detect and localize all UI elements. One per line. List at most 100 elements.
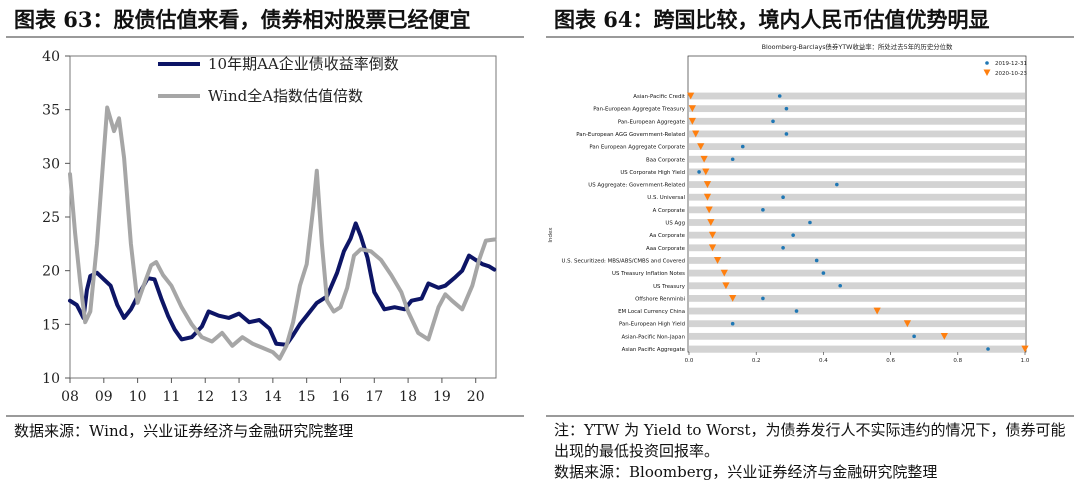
point-2020-10-23: [729, 295, 737, 302]
legend-marker-2019: [985, 61, 989, 65]
legend-marker-2020: [983, 69, 991, 76]
y-tick-label: 40: [42, 49, 60, 65]
row-band: [689, 155, 1025, 163]
point-2019-12-31: [784, 106, 789, 111]
legend-label: Wind全A指数估值倍数: [208, 87, 363, 105]
x-tick-label: 13: [230, 389, 248, 405]
category-label: A Corporate: [653, 208, 686, 214]
figure-64-top-rule: [546, 36, 1074, 38]
point-2020-10-23: [720, 269, 728, 277]
point-2020-10-23: [692, 130, 700, 138]
row-band: [689, 105, 1025, 113]
legend-label: 2019-12-31: [995, 61, 1027, 67]
point-2019-12-31: [781, 246, 785, 250]
row-band: [689, 269, 1025, 277]
x-tick-label: 0.2: [752, 358, 761, 364]
figure-64-chart: Bloomberg-Barclays债券YTW收益率：所处过去5年的历史分位数 I…: [548, 42, 1030, 364]
point-2020-10-23: [703, 181, 712, 188]
row-band: [689, 320, 1025, 328]
point-2020-10-23: [703, 193, 712, 201]
row-band: [689, 143, 1025, 150]
row-band: [689, 130, 1025, 138]
x-tick-label: 14: [264, 389, 282, 405]
point-2020-10-23: [1021, 345, 1029, 353]
point-2019-12-31: [835, 182, 839, 187]
x-tick-label: 19: [433, 389, 451, 405]
row-band: [689, 244, 1025, 252]
x-tick-label: 17: [365, 389, 383, 405]
y-tick-label: 10: [42, 371, 60, 387]
point-2019-12-31: [784, 132, 789, 136]
category-label: Pan European Aggregate Corporate: [589, 145, 685, 151]
category-label: EM Local Currency China: [618, 309, 685, 315]
y-axis-label: Index: [548, 227, 554, 243]
category-label: US Treasury: [653, 284, 686, 290]
point-2020-10-23: [708, 231, 717, 239]
point-2020-10-23: [700, 155, 708, 163]
figure-63-bottom-rule: [6, 415, 524, 417]
row-band: [689, 92, 1025, 100]
x-tick-label: 15: [298, 389, 316, 405]
point-2019-12-31: [791, 233, 795, 237]
point-2019-12-31: [771, 119, 775, 124]
figure-64-bottom-rule: [546, 415, 1074, 417]
figure-64-title: 图表 64：跨国比较，境内人民币估值优势明显: [554, 7, 990, 32]
x-tick-label: 08: [61, 389, 79, 405]
row-band: [689, 282, 1025, 290]
point-2020-10-23: [722, 282, 730, 290]
point-2020-10-23: [713, 257, 722, 264]
category-label: Aaa Corporate: [646, 246, 686, 252]
point-2020-10-23: [697, 143, 705, 150]
category-label: Asian Pacific Aggregate: [622, 347, 686, 353]
figure-64-panel: 图表 64：跨国比较，境内人民币估值优势明显 Bloomberg-Barclay…: [540, 0, 1080, 491]
figure-63-top-rule: [6, 36, 524, 38]
point-2020-10-23: [940, 332, 948, 340]
figure-63-title: 图表 63：股债估值来看，债券相对股票已经便宜: [14, 7, 471, 32]
point-2019-12-31: [814, 258, 819, 263]
point-2019-12-31: [730, 157, 735, 162]
row-band: [689, 219, 1025, 226]
x-tick-label: 0.8: [953, 358, 962, 364]
row-band: [689, 206, 1025, 214]
category-label: US Agg: [665, 221, 685, 227]
category-label: Offshore Renminbi: [635, 296, 685, 302]
y-tick-label: 30: [42, 156, 60, 172]
category-label: Pan-European AGG Government-Related: [576, 132, 685, 138]
point-2019-12-31: [986, 347, 990, 351]
row-band: [689, 257, 1025, 264]
figure-63-panel: 图表 63：股债估值来看，债券相对股票已经便宜 10 15 20 25 30 35 40 08…: [0, 0, 530, 491]
point-2019-12-31: [821, 271, 826, 275]
chart-title: Bloomberg-Barclays债券YTW收益率：所处过去5年的历史分位数: [762, 42, 953, 51]
x-tick-label: 11: [163, 389, 181, 405]
category-label: U.S. Universal: [647, 195, 685, 201]
x-tick-label: 0.6: [886, 358, 895, 364]
x-tick-label: 12: [196, 389, 214, 405]
point-2020-10-23: [687, 92, 695, 100]
category-label: Pan-European High Yield: [619, 322, 685, 328]
x-tick-label: 0.4: [819, 358, 828, 364]
point-2020-10-23: [873, 307, 881, 315]
point-2020-10-23: [688, 105, 696, 113]
y-tick-label: 20: [42, 264, 60, 280]
point-2019-12-31: [838, 283, 842, 288]
x-tick-label: 18: [399, 389, 417, 405]
row-band: [689, 117, 1025, 125]
point-2020-10-23: [903, 320, 911, 328]
figure-63-source: 数据来源：Wind，兴业证券经济与金融研究院整理: [14, 422, 354, 440]
point-2019-12-31: [781, 195, 785, 199]
point-2019-12-31: [697, 170, 701, 174]
legend-label: 10年期AA企业债收益率倒数: [208, 55, 399, 73]
x-tick-label: 10: [129, 389, 147, 405]
figure-64-note-line1: 注：YTW 为 Yield to Worst，为债券发行人不实际违约的情况下，债…: [554, 421, 1066, 439]
point-2019-12-31: [761, 208, 765, 212]
row-band: [689, 307, 1025, 315]
category-label: Asian-Pacific Credit: [633, 94, 685, 100]
point-2019-12-31: [761, 296, 765, 301]
series-line-bond-yield-inverse: [68, 221, 497, 347]
category-label: Baa Corporate: [646, 157, 686, 163]
y-tick-label: 35: [42, 103, 60, 119]
x-tick-label: 0.0: [685, 358, 694, 364]
point-2019-12-31: [912, 334, 916, 339]
category-label: US Aggregate: Government-Related: [588, 183, 685, 189]
x-tick-label: 1.0: [1021, 358, 1030, 364]
